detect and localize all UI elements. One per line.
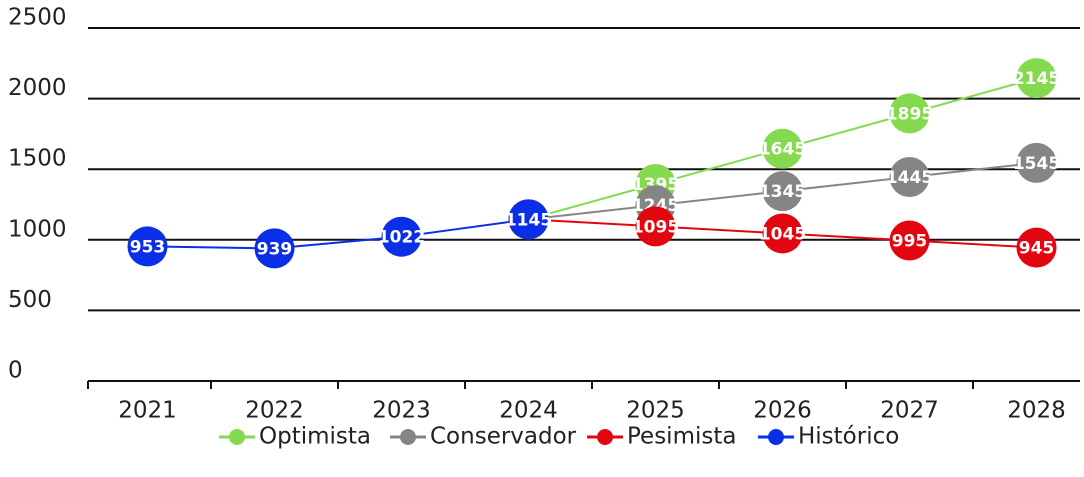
- data-label: 1895: [886, 104, 933, 124]
- point: [1016, 142, 1057, 183]
- x-tick-label: 2024: [499, 398, 558, 424]
- data-label: 939: [257, 239, 293, 259]
- y-tick-label: 1000: [8, 216, 67, 242]
- data-label: 1022: [378, 228, 425, 248]
- point: [889, 220, 930, 261]
- point: [254, 228, 295, 269]
- data-label: 1045: [759, 224, 806, 244]
- data-label: 995: [892, 232, 928, 252]
- x-tick-label: 2026: [753, 398, 812, 424]
- x-tick-label: 2023: [372, 398, 431, 424]
- legend-marker: [597, 429, 613, 445]
- data-label: 1445: [886, 168, 933, 188]
- legend-marker: [229, 429, 245, 445]
- y-tick-label: 2500: [8, 5, 67, 31]
- data-label: 945: [1019, 239, 1055, 259]
- data-label: 1545: [1013, 154, 1060, 174]
- legend-marker: [400, 429, 416, 445]
- point: [889, 156, 930, 197]
- x-tick-label: 2025: [626, 398, 685, 424]
- point: [127, 226, 168, 267]
- point: [635, 206, 676, 247]
- point: [1016, 58, 1057, 99]
- data-label: 1095: [632, 217, 679, 237]
- point: [381, 216, 422, 257]
- point: [508, 199, 549, 240]
- point: [889, 93, 930, 134]
- legend: Optimista Conservador Pesimista Histórico: [219, 424, 899, 450]
- y-tick-label: 0: [8, 358, 23, 384]
- point: [1016, 227, 1057, 268]
- y-tick-label: 1500: [8, 146, 67, 172]
- legend-label: Histórico: [798, 424, 899, 450]
- y-tick-label: 2000: [8, 75, 67, 101]
- legend-label: Conservador: [430, 424, 577, 450]
- data-label: 1345: [759, 182, 806, 202]
- point: [762, 213, 803, 254]
- point: [762, 128, 803, 169]
- data-label: 1645: [759, 140, 806, 160]
- point: [762, 171, 803, 212]
- data-label: 953: [130, 237, 166, 257]
- x-tick-label: 2028: [1007, 398, 1066, 424]
- data-label: 1145: [505, 210, 552, 230]
- x-tick-label: 2021: [118, 398, 177, 424]
- legend-marker: [768, 429, 784, 445]
- legend-label: Pesimista: [627, 424, 736, 450]
- series-line: [147, 218, 529, 250]
- data-label: 2145: [1013, 69, 1060, 89]
- x-tick-label: 2027: [880, 398, 939, 424]
- x-tick-label: 2022: [245, 398, 304, 424]
- legend-label: Optimista: [259, 424, 371, 450]
- y-tick-label: 500: [8, 287, 52, 313]
